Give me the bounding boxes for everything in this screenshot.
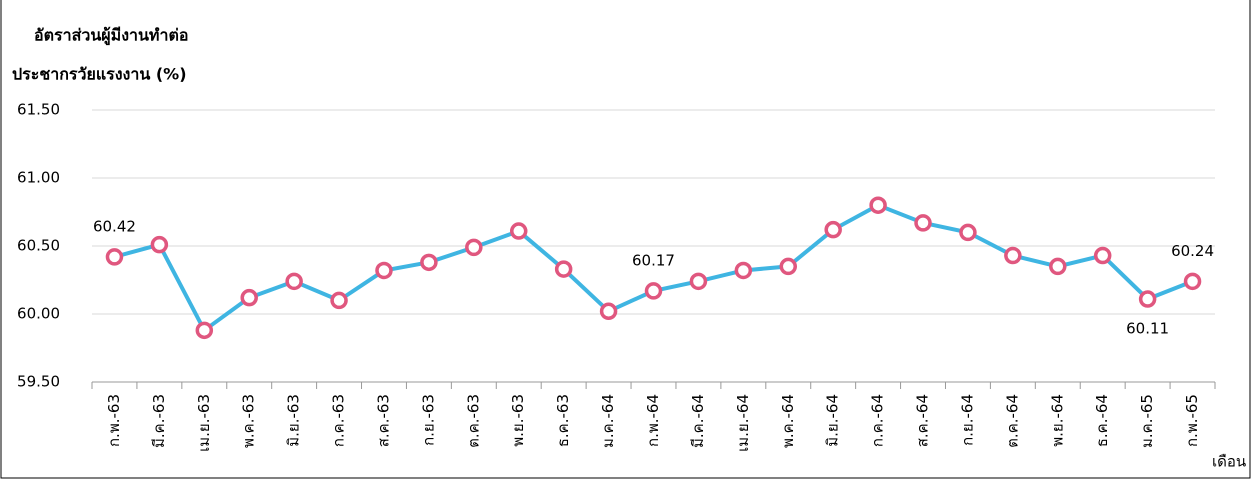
x-tick-label: มี.ค.-64 — [689, 394, 707, 448]
marker — [779, 257, 798, 276]
x-tick-label: มิ.ย.-63 — [285, 394, 303, 447]
marker — [599, 302, 618, 321]
marker — [824, 220, 842, 239]
marker — [420, 253, 438, 272]
y-tick-label: 59.50 — [17, 373, 60, 391]
x-tick-label: ก.พ.-64 — [644, 394, 662, 447]
x-tick-label: ต.ค.-63 — [464, 394, 482, 448]
marker — [959, 223, 977, 242]
x-tick-label: ธ.ค.-64 — [1093, 394, 1111, 447]
x-tick-label: ก.ย.-64 — [958, 394, 976, 446]
marker — [1004, 246, 1022, 265]
marker — [1183, 272, 1202, 291]
x-tick-label: ต.ค.-64 — [1003, 394, 1021, 448]
x-tick-label: เม.ย.-63 — [195, 394, 213, 452]
y-tick-label: 61.00 — [17, 169, 60, 187]
data-label: 60.24 — [1171, 242, 1214, 260]
x-tick-label: พ.ย.-63 — [509, 394, 527, 447]
marker — [195, 321, 214, 340]
x-tick-label: พ.ค.-63 — [240, 394, 258, 448]
x-tick-label: ก.ค.-63 — [330, 394, 348, 447]
y-tick-label: 61.50 — [17, 101, 60, 119]
x-tick-label: ม.ค.-65 — [1138, 394, 1156, 448]
marker — [150, 235, 169, 254]
data-label: 60.42 — [93, 217, 136, 235]
marker — [105, 248, 124, 266]
x-tick-label: มี.ค.-63 — [150, 394, 168, 448]
data-label: 60.11 — [1126, 320, 1169, 338]
x-tick-label: เม.ย.-64 — [734, 394, 752, 452]
x-tick-label: ส.ค.-63 — [374, 394, 392, 447]
y-axis-label: อัตราส่วนผู้มีงานทำต่อ — [34, 26, 188, 47]
marker — [465, 238, 483, 257]
marker — [554, 260, 573, 278]
marker — [734, 261, 753, 280]
marker — [509, 222, 528, 240]
x-tick-label: พ.ค.-64 — [779, 394, 797, 448]
marker — [914, 214, 932, 232]
x-tick-label: ก.ย.-63 — [419, 394, 437, 446]
x-tick-label: ม.ค.-64 — [599, 394, 617, 448]
x-tick-label: ก.พ.-65 — [1183, 394, 1201, 447]
marker — [644, 282, 663, 300]
marker — [689, 272, 708, 291]
x-tick-label: มิ.ย.-64 — [824, 394, 842, 447]
marker — [330, 291, 348, 310]
marker — [285, 272, 303, 291]
x-tick-label: พ.ย.-64 — [1048, 394, 1066, 447]
x-tick-label: ส.ค.-64 — [914, 394, 932, 447]
y-tick-label: 60.50 — [17, 237, 60, 255]
x-tick-label: ก.พ.-63 — [105, 394, 123, 447]
x-axis-label: เดือน — [1212, 453, 1246, 471]
marker — [1138, 290, 1157, 308]
x-tick-label: ก.ค.-64 — [869, 394, 887, 447]
y-tick-label: 60.00 — [17, 305, 60, 323]
marker — [240, 288, 258, 307]
y-axis-label: ประชากรวัยแรงงาน (%) — [12, 65, 187, 84]
x-tick-label: ธ.ค.-63 — [554, 394, 572, 447]
marker — [1049, 257, 1067, 276]
marker — [375, 261, 393, 280]
marker — [1093, 246, 1112, 265]
marker — [869, 196, 887, 214]
data-label: 60.17 — [632, 251, 675, 269]
